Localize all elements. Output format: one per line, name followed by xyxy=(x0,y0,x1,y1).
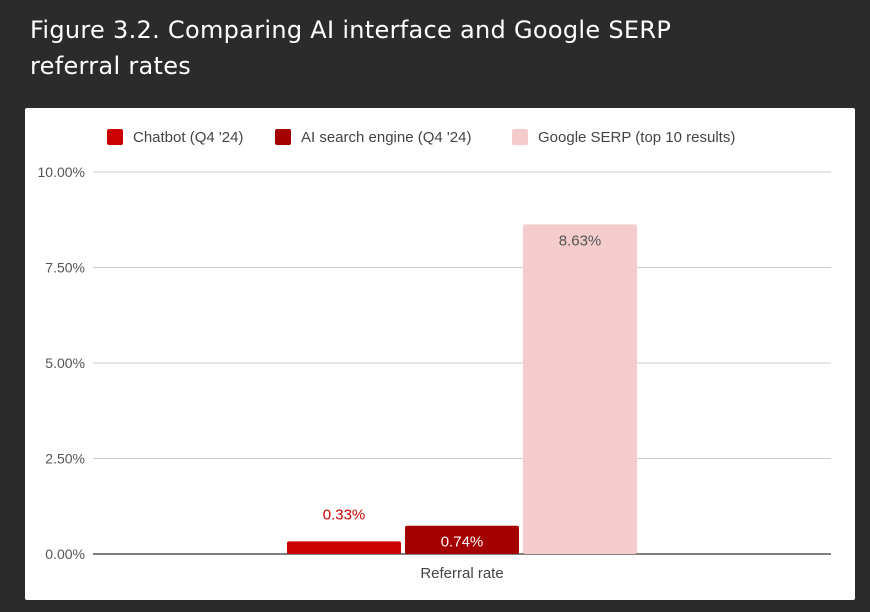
legend-label-3: Google SERP (top 10 results) xyxy=(538,129,735,146)
data-label-3: 8.63% xyxy=(559,232,602,249)
legend-label-1: Chatbot (Q4 '24) xyxy=(133,129,243,146)
legend-label-2: AI search engine (Q4 '24) xyxy=(301,129,471,146)
bar-1 xyxy=(287,541,401,554)
data-label-2: 0.74% xyxy=(441,534,484,551)
figure-title: Figure 3.2. Comparing AI interface and G… xyxy=(30,16,672,80)
y-tick-label: 5.00% xyxy=(45,355,85,371)
y-tick-label: 0.00% xyxy=(45,546,85,562)
x-category-label: Referral rate xyxy=(420,565,503,582)
y-tick-label: 10.00% xyxy=(38,164,85,180)
legend-swatch-1 xyxy=(107,129,123,145)
y-tick-label: 7.50% xyxy=(45,260,85,276)
legend-swatch-3 xyxy=(512,129,528,145)
bar-3 xyxy=(523,224,637,555)
legend-swatch-2 xyxy=(275,129,291,145)
bar-chart: Chatbot (Q4 '24) AI search engine (Q4 '24… xyxy=(38,129,831,582)
data-label-1: 0.33% xyxy=(323,506,366,523)
bar-2 xyxy=(405,525,519,554)
chart-panel: Chatbot (Q4 '24) AI search engine (Q4 '24… xyxy=(25,108,855,600)
y-tick-label: 2.50% xyxy=(45,451,85,467)
